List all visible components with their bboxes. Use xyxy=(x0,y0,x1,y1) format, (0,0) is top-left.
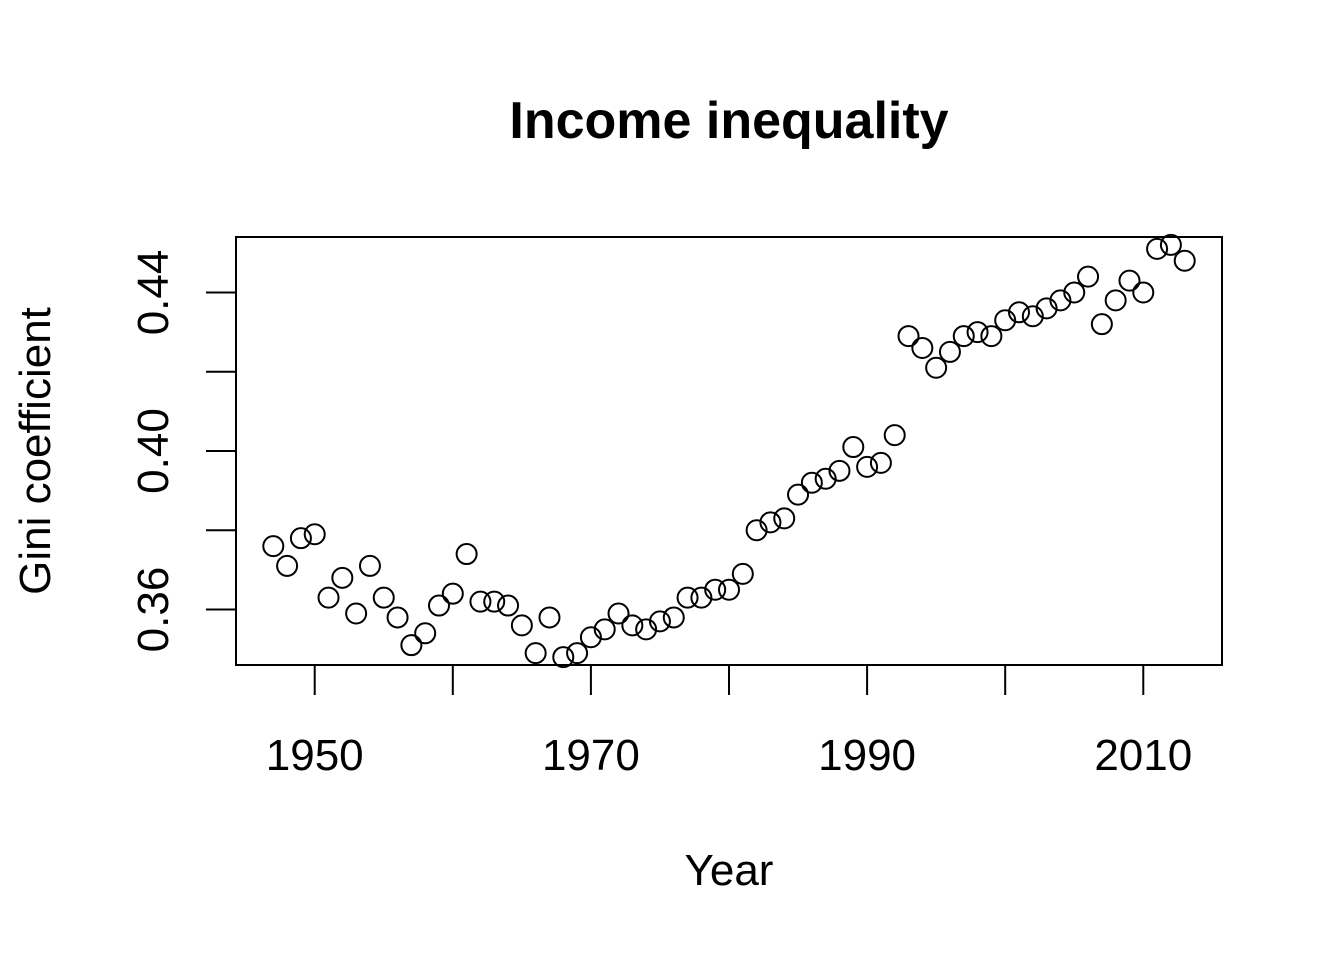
data-point xyxy=(566,642,589,665)
data-point xyxy=(621,614,644,637)
y-axis-label: Gini coefficient xyxy=(11,307,60,595)
x-axis-label: Year xyxy=(685,846,774,895)
y-tick-label: 0.36 xyxy=(129,567,178,653)
data-point xyxy=(938,340,961,363)
data-point xyxy=(331,566,354,589)
data-point xyxy=(1118,269,1141,292)
data-point xyxy=(1077,265,1100,288)
data-point xyxy=(1035,297,1058,320)
data-point xyxy=(690,586,713,609)
data-point xyxy=(842,436,865,459)
data-point xyxy=(593,618,616,641)
data-point xyxy=(303,523,326,546)
data-point xyxy=(952,325,975,348)
data-point xyxy=(718,578,740,601)
data-point xyxy=(1008,301,1030,324)
data-point xyxy=(925,356,948,379)
data-point xyxy=(800,471,823,494)
data-point xyxy=(345,602,368,625)
data-point xyxy=(704,578,727,601)
data-point xyxy=(483,590,506,613)
data-point xyxy=(276,554,299,577)
data-point xyxy=(1021,305,1044,328)
data-point xyxy=(745,519,768,542)
data-point xyxy=(869,451,892,474)
data-point xyxy=(1132,281,1155,304)
data-point xyxy=(897,325,920,348)
data-point xyxy=(856,455,879,478)
data-point xyxy=(579,626,602,649)
y-tick-label: 0.44 xyxy=(129,250,178,336)
data-point xyxy=(358,554,381,577)
data-point xyxy=(1159,233,1182,256)
data-point xyxy=(1049,289,1072,312)
data-point xyxy=(911,336,934,359)
data-point xyxy=(676,586,699,609)
data-point xyxy=(538,606,561,629)
data-point xyxy=(662,606,685,629)
y-tick-label: 0.40 xyxy=(129,408,178,494)
data-point xyxy=(883,424,906,447)
plot-area-border xyxy=(235,236,1223,666)
data-point xyxy=(289,527,312,550)
data-point xyxy=(1063,281,1086,304)
data-point xyxy=(1146,237,1169,260)
data-point xyxy=(787,483,810,506)
data-point xyxy=(262,535,285,558)
data-points xyxy=(262,233,1196,669)
chart-title: Income inequality xyxy=(509,92,948,150)
x-axis: 1950 1970 1990 2010 xyxy=(266,664,1192,780)
data-point xyxy=(441,582,464,605)
data-point xyxy=(455,543,478,566)
data-point xyxy=(648,610,671,633)
x-tick-label: 1950 xyxy=(266,731,364,780)
data-point xyxy=(980,325,1003,348)
x-tick-label: 1990 xyxy=(818,731,916,780)
data-point xyxy=(731,562,754,585)
data-point xyxy=(524,642,547,665)
data-point xyxy=(773,507,796,530)
data-point xyxy=(510,614,533,637)
data-point xyxy=(828,459,851,482)
data-point xyxy=(428,594,450,617)
x-tick-label: 1970 xyxy=(542,731,640,780)
y-axis: 0.36 0.40 0.44 xyxy=(129,250,237,653)
data-point xyxy=(386,606,409,629)
data-point xyxy=(552,646,575,669)
data-point xyxy=(400,634,423,657)
data-point xyxy=(1104,289,1127,312)
data-point xyxy=(1090,313,1113,336)
data-point xyxy=(814,467,837,490)
data-point xyxy=(469,590,492,613)
data-point xyxy=(635,618,658,641)
data-point xyxy=(497,594,520,617)
data-point xyxy=(966,321,989,344)
data-point xyxy=(1173,249,1196,272)
data-point xyxy=(607,602,630,625)
x-tick-label: 2010 xyxy=(1094,731,1192,780)
data-point xyxy=(414,622,437,645)
data-point xyxy=(759,511,782,534)
data-point xyxy=(317,586,340,609)
data-point xyxy=(372,586,395,609)
data-point xyxy=(994,309,1017,332)
